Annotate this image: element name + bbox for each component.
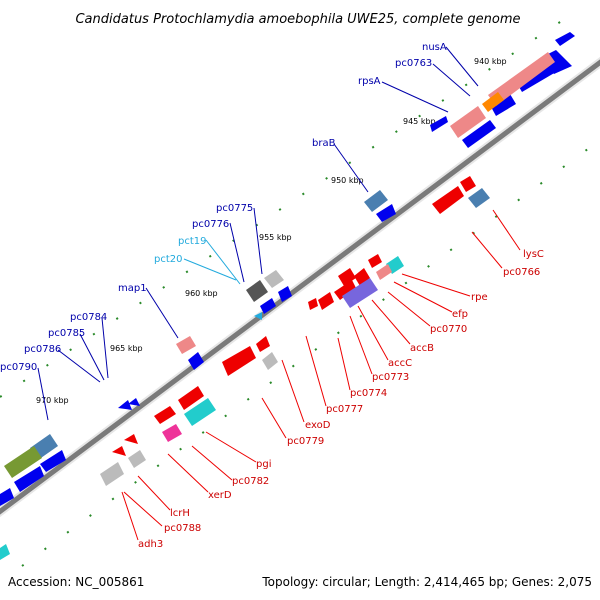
gene-arrow[interactable]	[128, 398, 140, 406]
gene-bar-orange[interactable]	[482, 92, 504, 112]
gene-label-rpsA[interactable]: rpsA	[358, 76, 381, 87]
gene-arrow[interactable]	[376, 204, 396, 222]
gene-arrow[interactable]	[178, 386, 204, 410]
tick-label-940: 940 kbp	[474, 57, 507, 66]
gene-arrow[interactable]	[14, 466, 44, 492]
gene-bar-cyan[interactable]	[0, 544, 10, 560]
gene-bar-pink[interactable]	[450, 106, 486, 138]
gene-label-pc0785[interactable]: pc0785	[48, 328, 85, 339]
gene-arrow[interactable]	[118, 400, 132, 410]
gene-arrow[interactable]	[460, 176, 476, 192]
gene-arrow[interactable]	[0, 488, 14, 506]
genome-backbone	[0, 56, 600, 518]
gene-bar-gray[interactable]	[100, 462, 124, 486]
gene-arrow[interactable]	[368, 254, 382, 268]
tick-label-945: 945 kbp	[403, 117, 436, 126]
gene-bar-darkgray[interactable]	[246, 280, 268, 302]
gene-labels-bottom: lysC pc0766 rpe efp pc0770 accB accC pc0…	[138, 249, 544, 550]
gene-label-exoD[interactable]: exoD	[305, 420, 331, 431]
tick-label-965: 965 kbp	[110, 344, 143, 353]
gene-label-adh3[interactable]: adh3	[138, 539, 163, 550]
gene-bar-cyan[interactable]	[184, 398, 216, 426]
reverse-strand-genes	[0, 176, 490, 560]
gene-arrow[interactable]	[308, 298, 318, 310]
gene-bar-steelblue[interactable]	[364, 190, 388, 212]
gene-label-lcrH[interactable]: lcrH	[170, 508, 190, 519]
gene-arrow[interactable]	[254, 312, 262, 320]
gene-label-pc0786[interactable]: pc0786	[24, 344, 61, 355]
gene-label-map1[interactable]: map1	[118, 283, 147, 294]
gene-arrow[interactable]	[430, 116, 448, 132]
gene-label-pc0782[interactable]: pc0782	[232, 476, 269, 487]
genome-summary-text: Topology: circular; Length: 2,414,465 bp…	[261, 575, 592, 589]
gene-label-pc0784[interactable]: pc0784	[70, 312, 107, 323]
gene-labels-top: nusA pc0763 rpsA braB pc0775 pc0776 pct1…	[0, 42, 447, 373]
gene-arrow[interactable]	[490, 94, 516, 116]
gene-arrow[interactable]	[188, 352, 204, 370]
gene-arrow[interactable]	[112, 446, 126, 456]
gene-bar-olive[interactable]	[4, 446, 42, 478]
gene-arrow[interactable]	[515, 62, 556, 92]
leader-lines-bottom	[121, 209, 521, 541]
accession-text: Accession: NC_005861	[8, 575, 144, 589]
gene-label-pc0779[interactable]: pc0779	[287, 436, 324, 447]
gene-label-pc0790[interactable]: pc0790	[0, 362, 37, 373]
gene-arrow[interactable]	[260, 298, 276, 314]
gene-label-xerD[interactable]: xerD	[208, 490, 232, 501]
gene-arrow[interactable]	[40, 450, 66, 472]
gene-label-pgi[interactable]: pgi	[256, 459, 271, 470]
tick-label-970: 970 kbp	[36, 396, 69, 405]
tick-label-960: 960 kbp	[185, 289, 218, 298]
gene-arrow[interactable]	[338, 268, 356, 286]
gene-arrow[interactable]	[278, 286, 292, 302]
gene-bar-pink[interactable]	[488, 52, 555, 106]
gene-arrow[interactable]	[432, 186, 464, 214]
gene-bar-gray[interactable]	[264, 270, 284, 288]
gene-arrow[interactable]	[354, 268, 370, 286]
gene-arrow[interactable]	[256, 336, 270, 352]
gene-bar-purple[interactable]	[342, 278, 378, 308]
tick-label-955: 955 kbp	[259, 233, 292, 242]
tick-label-950: 950 kbp	[331, 176, 364, 185]
leader-lines-top	[37, 46, 479, 421]
gene-label-pct19[interactable]: pct19	[178, 236, 207, 247]
gene-bar-steelblue[interactable]	[468, 188, 490, 208]
gene-label-efp[interactable]: efp	[452, 309, 468, 320]
gene-label-accB[interactable]: accB	[410, 343, 434, 354]
gene-label-lysC[interactable]: lysC	[523, 249, 544, 260]
gene-bar-pink[interactable]	[176, 336, 196, 354]
gene-arrow[interactable]	[462, 120, 496, 148]
gene-label-accC[interactable]: accC	[388, 358, 412, 369]
gene-bar-magenta[interactable]	[162, 424, 182, 442]
gene-arrow[interactable]	[555, 32, 575, 46]
gene-label-pc0777[interactable]: pc0777	[326, 404, 363, 415]
forward-strand-genes	[0, 32, 575, 506]
gene-label-pct20[interactable]: pct20	[154, 254, 183, 265]
gene-label-nusA[interactable]: nusA	[422, 42, 447, 53]
gene-label-pc0763[interactable]: pc0763	[395, 58, 432, 69]
gene-label-pc0776[interactable]: pc0776	[192, 219, 229, 230]
gene-arrow[interactable]	[318, 292, 334, 310]
map-title: Candidatus Protochlamydia amoebophila UW…	[75, 12, 520, 27]
gene-bar-gray[interactable]	[128, 450, 146, 468]
gene-label-pc0774[interactable]: pc0774	[350, 388, 387, 399]
gene-bar-gray[interactable]	[262, 352, 278, 370]
gene-arrow[interactable]	[222, 346, 256, 376]
gene-label-pc0766[interactable]: pc0766	[503, 267, 540, 278]
gene-label-pc0770[interactable]: pc0770	[430, 324, 467, 335]
gene-label-rpe[interactable]: rpe	[471, 292, 488, 303]
scale-ticks: 940 kbp 945 kbp 950 kbp 955 kbp 960 kbp …	[36, 57, 507, 405]
gene-label-pc0775[interactable]: pc0775	[216, 203, 253, 214]
gene-label-braB[interactable]: braB	[312, 138, 336, 149]
gene-label-pc0773[interactable]: pc0773	[372, 372, 409, 383]
gene-arrow[interactable]	[154, 406, 176, 424]
gene-arrow[interactable]	[124, 434, 138, 444]
gene-arrow[interactable]	[334, 280, 356, 300]
gene-label-pc0788[interactable]: pc0788	[164, 523, 201, 534]
gene-bar-pink[interactable]	[376, 264, 392, 280]
